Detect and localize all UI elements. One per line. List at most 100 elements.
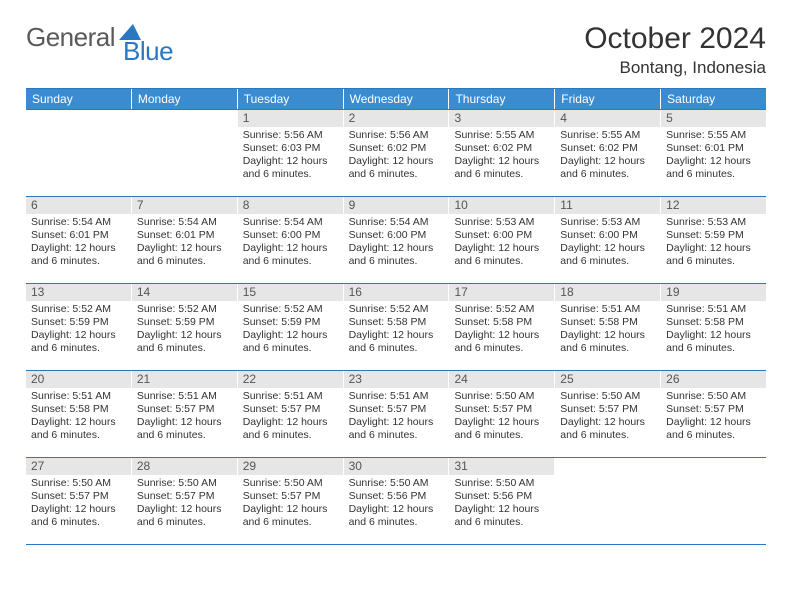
location-label: Bontang, Indonesia xyxy=(584,58,766,78)
day-cell: 25Sunrise: 5:50 AMSunset: 5:57 PMDayligh… xyxy=(555,371,661,457)
day-details: Sunrise: 5:52 AMSunset: 5:58 PMDaylight:… xyxy=(449,301,554,360)
day-header-saturday: Saturday xyxy=(661,89,766,109)
day-number: 18 xyxy=(555,284,660,301)
daylight-text: Daylight: 12 hours and 6 minutes. xyxy=(349,329,444,355)
day-number: 21 xyxy=(132,371,237,388)
daylight-text: Daylight: 12 hours and 6 minutes. xyxy=(31,503,126,529)
day-number: 14 xyxy=(132,284,237,301)
day-number: 22 xyxy=(238,371,343,388)
day-cell: 14Sunrise: 5:52 AMSunset: 5:59 PMDayligh… xyxy=(132,284,238,370)
sunrise-text: Sunrise: 5:51 AM xyxy=(31,390,126,403)
day-details: Sunrise: 5:50 AMSunset: 5:57 PMDaylight:… xyxy=(26,475,131,534)
day-cell: 11Sunrise: 5:53 AMSunset: 6:00 PMDayligh… xyxy=(555,197,661,283)
day-header-wednesday: Wednesday xyxy=(344,89,450,109)
day-number: 16 xyxy=(344,284,449,301)
day-number: 25 xyxy=(555,371,660,388)
daylight-text: Daylight: 12 hours and 6 minutes. xyxy=(560,329,655,355)
day-cell: 6Sunrise: 5:54 AMSunset: 6:01 PMDaylight… xyxy=(26,197,132,283)
day-details: Sunrise: 5:52 AMSunset: 5:59 PMDaylight:… xyxy=(26,301,131,360)
day-number: 1 xyxy=(238,110,343,127)
daylight-text: Daylight: 12 hours and 6 minutes. xyxy=(137,329,232,355)
sunrise-text: Sunrise: 5:50 AM xyxy=(666,390,761,403)
sunset-text: Sunset: 6:02 PM xyxy=(560,142,655,155)
sunset-text: Sunset: 5:59 PM xyxy=(243,316,338,329)
title-block: October 2024 Bontang, Indonesia xyxy=(584,22,766,78)
day-cell: 26Sunrise: 5:50 AMSunset: 5:57 PMDayligh… xyxy=(661,371,766,457)
day-details: Sunrise: 5:50 AMSunset: 5:57 PMDaylight:… xyxy=(555,388,660,447)
sunset-text: Sunset: 6:00 PM xyxy=(243,229,338,242)
day-header-tuesday: Tuesday xyxy=(238,89,344,109)
day-cell: 16Sunrise: 5:52 AMSunset: 5:58 PMDayligh… xyxy=(344,284,450,370)
daylight-text: Daylight: 12 hours and 6 minutes. xyxy=(666,329,761,355)
week-row: 1Sunrise: 5:56 AMSunset: 6:03 PMDaylight… xyxy=(26,109,766,196)
day-cell xyxy=(555,458,661,544)
day-cell: 8Sunrise: 5:54 AMSunset: 6:00 PMDaylight… xyxy=(238,197,344,283)
day-cell: 5Sunrise: 5:55 AMSunset: 6:01 PMDaylight… xyxy=(661,110,766,196)
week-row: 20Sunrise: 5:51 AMSunset: 5:58 PMDayligh… xyxy=(26,370,766,457)
day-details: Sunrise: 5:50 AMSunset: 5:56 PMDaylight:… xyxy=(449,475,554,534)
day-details: Sunrise: 5:51 AMSunset: 5:57 PMDaylight:… xyxy=(238,388,343,447)
day-cell: 31Sunrise: 5:50 AMSunset: 5:56 PMDayligh… xyxy=(449,458,555,544)
day-number: 30 xyxy=(344,458,449,475)
day-number: 10 xyxy=(449,197,554,214)
day-number: 15 xyxy=(238,284,343,301)
daylight-text: Daylight: 12 hours and 6 minutes. xyxy=(31,242,126,268)
daylight-text: Daylight: 12 hours and 6 minutes. xyxy=(560,416,655,442)
sunset-text: Sunset: 5:56 PM xyxy=(349,490,444,503)
daylight-text: Daylight: 12 hours and 6 minutes. xyxy=(349,416,444,442)
daylight-text: Daylight: 12 hours and 6 minutes. xyxy=(454,503,549,529)
day-number: 4 xyxy=(555,110,660,127)
day-cell: 27Sunrise: 5:50 AMSunset: 5:57 PMDayligh… xyxy=(26,458,132,544)
day-cell: 19Sunrise: 5:51 AMSunset: 5:58 PMDayligh… xyxy=(661,284,766,370)
day-cell: 2Sunrise: 5:56 AMSunset: 6:02 PMDaylight… xyxy=(344,110,450,196)
sunset-text: Sunset: 6:03 PM xyxy=(243,142,338,155)
day-details: Sunrise: 5:55 AMSunset: 6:01 PMDaylight:… xyxy=(661,127,766,186)
sunset-text: Sunset: 6:01 PM xyxy=(666,142,761,155)
day-cell: 12Sunrise: 5:53 AMSunset: 5:59 PMDayligh… xyxy=(661,197,766,283)
sunrise-text: Sunrise: 5:55 AM xyxy=(666,129,761,142)
daylight-text: Daylight: 12 hours and 6 minutes. xyxy=(349,242,444,268)
sunrise-text: Sunrise: 5:53 AM xyxy=(666,216,761,229)
sunrise-text: Sunrise: 5:50 AM xyxy=(560,390,655,403)
sunrise-text: Sunrise: 5:51 AM xyxy=(666,303,761,316)
sunset-text: Sunset: 5:57 PM xyxy=(137,490,232,503)
sunset-text: Sunset: 5:57 PM xyxy=(349,403,444,416)
sunset-text: Sunset: 6:02 PM xyxy=(454,142,549,155)
sunset-text: Sunset: 6:00 PM xyxy=(454,229,549,242)
logo-text-blue: Blue xyxy=(123,36,173,67)
day-number: 7 xyxy=(132,197,237,214)
sunrise-text: Sunrise: 5:50 AM xyxy=(454,477,549,490)
day-cell: 24Sunrise: 5:50 AMSunset: 5:57 PMDayligh… xyxy=(449,371,555,457)
sunset-text: Sunset: 5:57 PM xyxy=(137,403,232,416)
sunset-text: Sunset: 5:59 PM xyxy=(31,316,126,329)
day-number: 9 xyxy=(344,197,449,214)
week-row: 6Sunrise: 5:54 AMSunset: 6:01 PMDaylight… xyxy=(26,196,766,283)
logo: General Blue xyxy=(26,22,173,53)
sunset-text: Sunset: 5:57 PM xyxy=(454,403,549,416)
day-number: 12 xyxy=(661,197,766,214)
sunrise-text: Sunrise: 5:50 AM xyxy=(137,477,232,490)
day-cell: 4Sunrise: 5:55 AMSunset: 6:02 PMDaylight… xyxy=(555,110,661,196)
day-cell: 30Sunrise: 5:50 AMSunset: 5:56 PMDayligh… xyxy=(344,458,450,544)
day-details: Sunrise: 5:51 AMSunset: 5:58 PMDaylight:… xyxy=(555,301,660,360)
sunset-text: Sunset: 5:58 PM xyxy=(560,316,655,329)
day-details: Sunrise: 5:51 AMSunset: 5:57 PMDaylight:… xyxy=(344,388,449,447)
day-details: Sunrise: 5:52 AMSunset: 5:59 PMDaylight:… xyxy=(132,301,237,360)
daylight-text: Daylight: 12 hours and 6 minutes. xyxy=(31,329,126,355)
sunrise-text: Sunrise: 5:54 AM xyxy=(243,216,338,229)
sunrise-text: Sunrise: 5:55 AM xyxy=(454,129,549,142)
day-details: Sunrise: 5:51 AMSunset: 5:58 PMDaylight:… xyxy=(26,388,131,447)
day-number: 23 xyxy=(344,371,449,388)
day-details: Sunrise: 5:50 AMSunset: 5:57 PMDaylight:… xyxy=(661,388,766,447)
day-number: 26 xyxy=(661,371,766,388)
day-details: Sunrise: 5:54 AMSunset: 6:00 PMDaylight:… xyxy=(238,214,343,273)
sunset-text: Sunset: 6:00 PM xyxy=(349,229,444,242)
day-number: 11 xyxy=(555,197,660,214)
sunset-text: Sunset: 5:58 PM xyxy=(31,403,126,416)
sunset-text: Sunset: 5:56 PM xyxy=(454,490,549,503)
sunset-text: Sunset: 5:58 PM xyxy=(666,316,761,329)
day-cell: 1Sunrise: 5:56 AMSunset: 6:03 PMDaylight… xyxy=(238,110,344,196)
day-details: Sunrise: 5:54 AMSunset: 6:00 PMDaylight:… xyxy=(344,214,449,273)
day-number: 27 xyxy=(26,458,131,475)
sunrise-text: Sunrise: 5:51 AM xyxy=(349,390,444,403)
